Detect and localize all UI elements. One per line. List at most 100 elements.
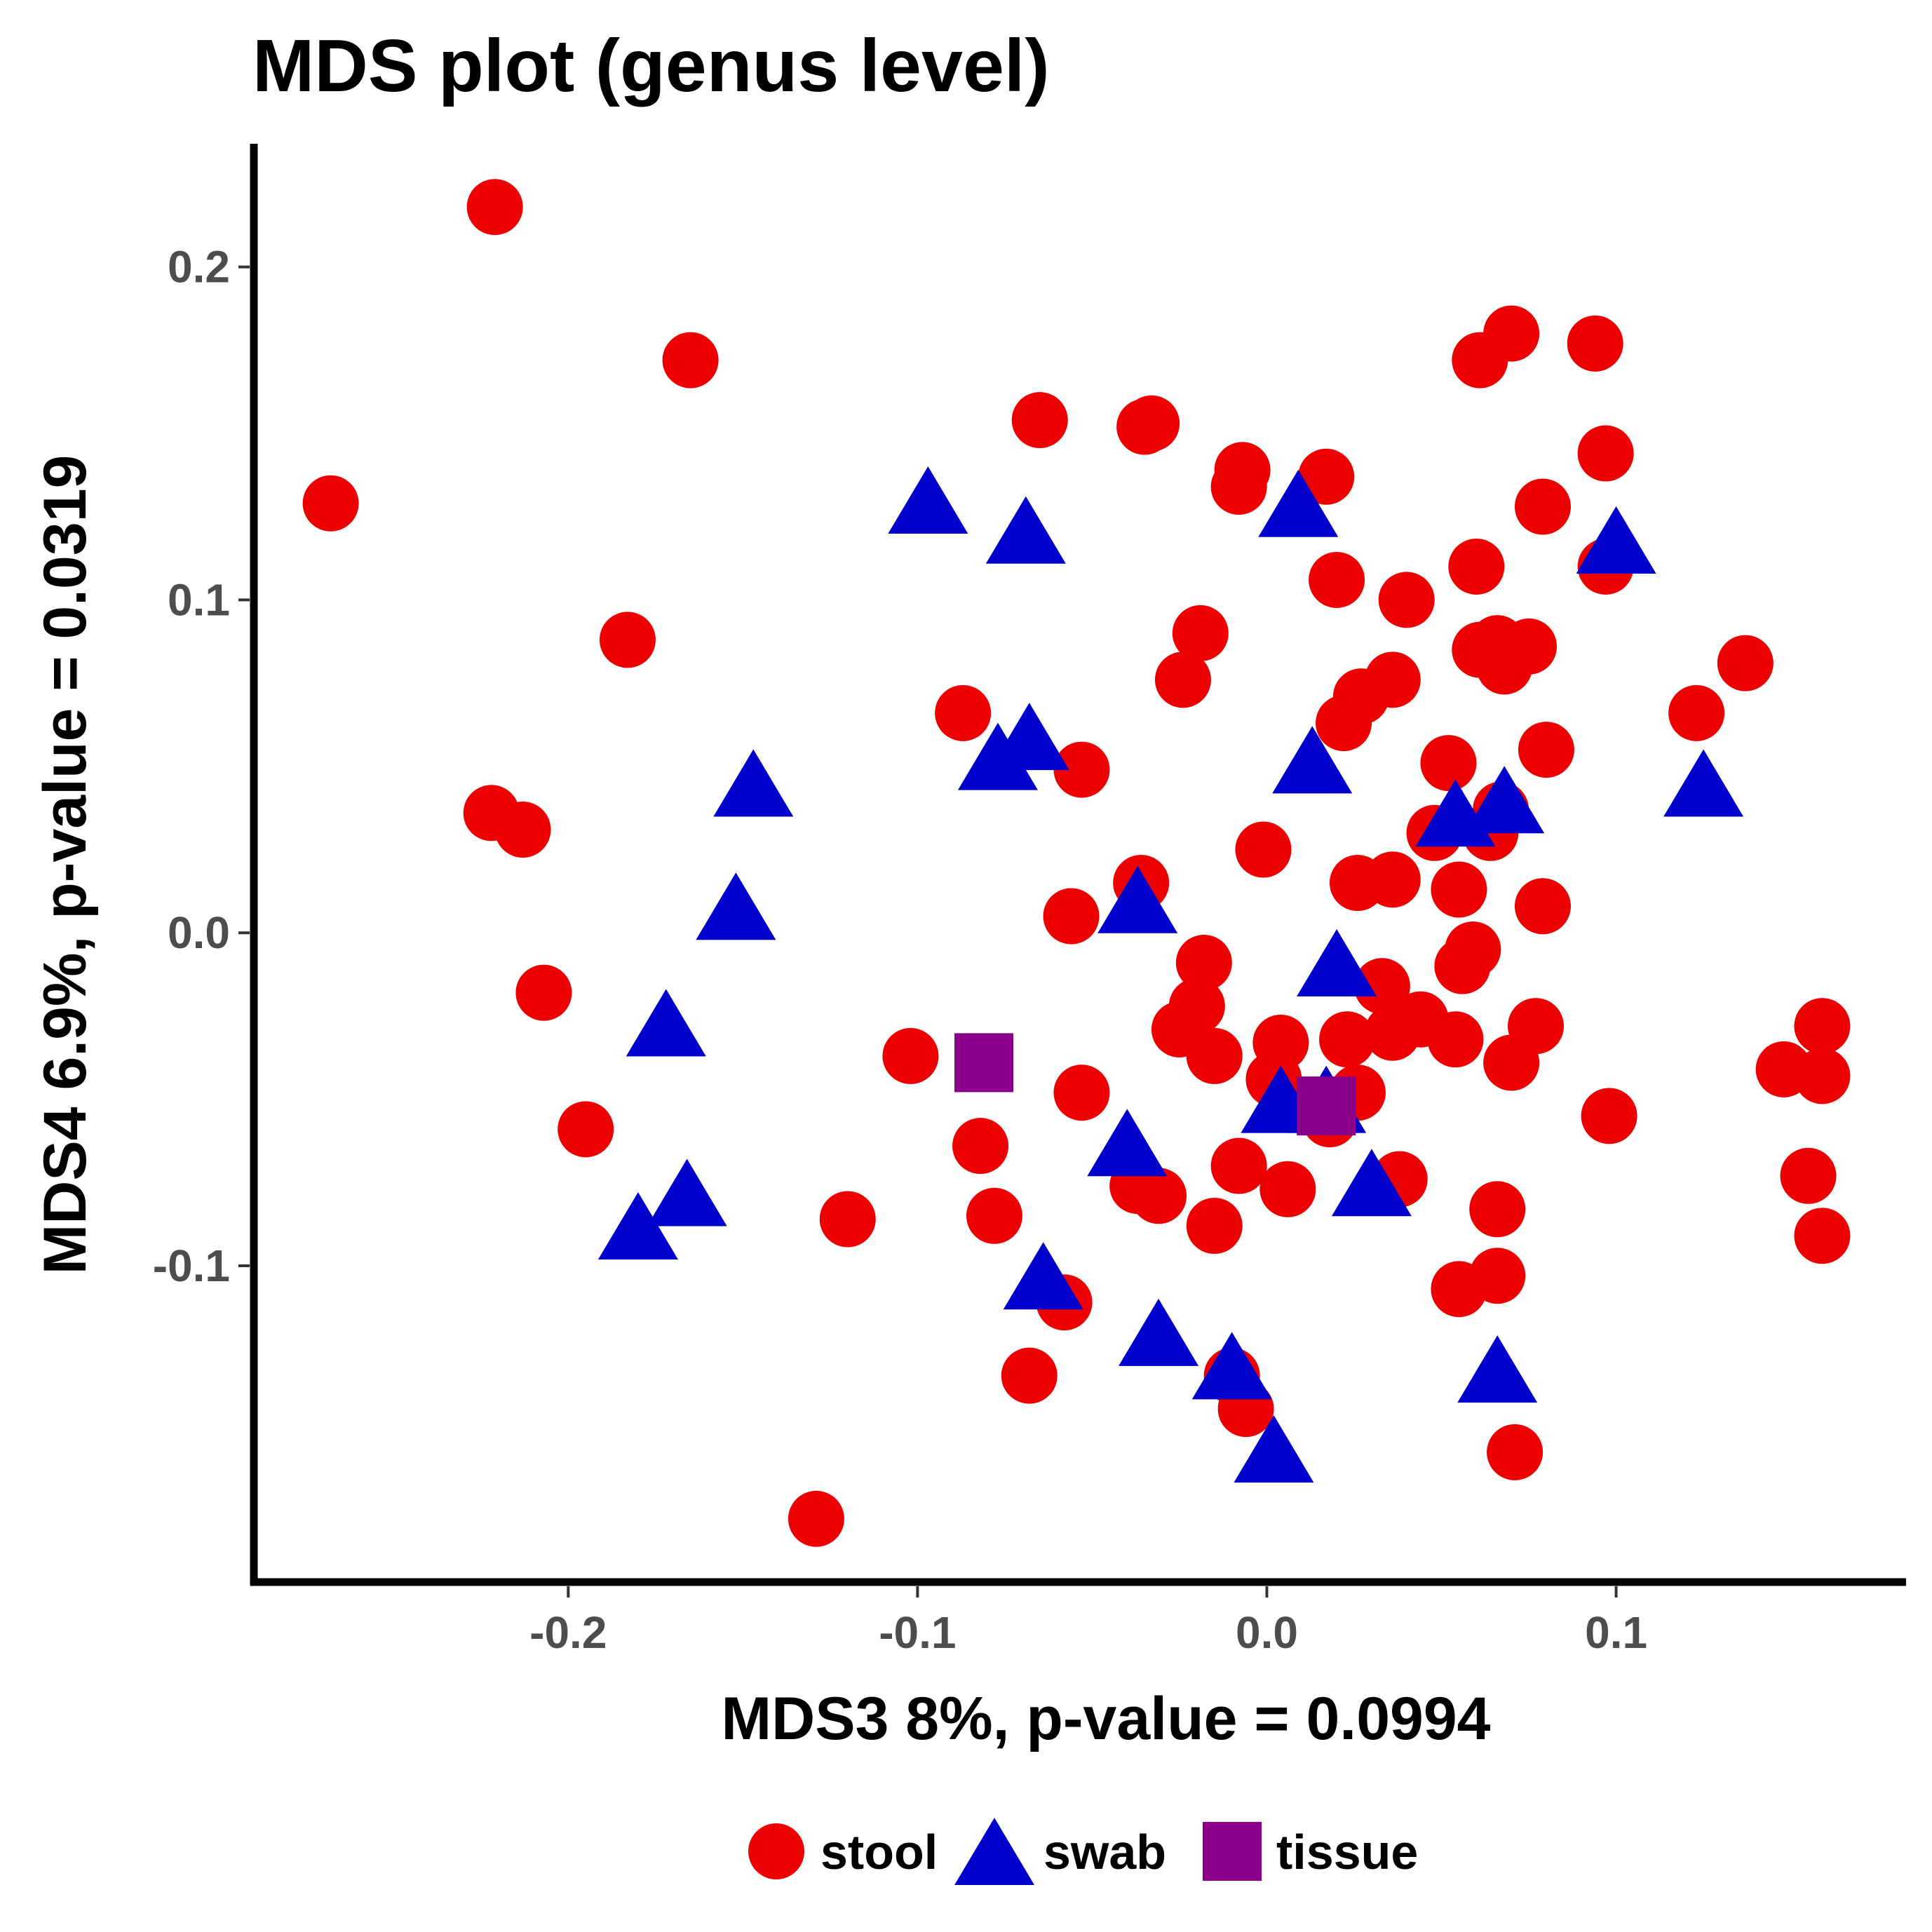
- swab-point: [696, 872, 776, 940]
- swab-point: [626, 989, 706, 1057]
- legend-label-stool: stool: [820, 1825, 938, 1879]
- stool-point: [558, 1101, 614, 1158]
- swab-point: [1663, 749, 1744, 817]
- stool-point: [1364, 851, 1421, 908]
- stool-point: [1210, 1137, 1267, 1194]
- stool-point: [1794, 998, 1851, 1055]
- stool-point: [1186, 1027, 1243, 1084]
- stool-point: [1001, 1347, 1058, 1404]
- swab-point: [985, 496, 1066, 564]
- stool-point: [1053, 741, 1110, 798]
- stool-point: [1259, 1161, 1316, 1217]
- stool-point: [1298, 448, 1355, 505]
- swab-point: [888, 466, 968, 534]
- stool-point: [1501, 618, 1558, 675]
- stool-point: [1130, 1168, 1187, 1224]
- stool-point: [1123, 395, 1180, 452]
- swab-point: [1258, 469, 1339, 537]
- stool-point: [494, 802, 551, 858]
- y-axis-ticks: 0.2 0.1 0.0 -0.1: [153, 242, 250, 1291]
- stool-point: [1577, 425, 1634, 482]
- stool-point: [1431, 861, 1487, 918]
- stool-point: [1508, 998, 1565, 1055]
- stool-point: [1053, 1065, 1110, 1121]
- tissue-point: [954, 1033, 1014, 1093]
- x-tick-label: -0.1: [879, 1607, 956, 1658]
- stool-point: [1235, 821, 1292, 878]
- stool-point: [1309, 551, 1365, 608]
- legend-label-tissue: tissue: [1276, 1825, 1418, 1879]
- swab-point: [1297, 928, 1377, 997]
- y-tick-label: -0.1: [153, 1241, 230, 1291]
- stool-point: [1364, 651, 1421, 708]
- stool-point: [882, 1027, 939, 1084]
- stool-point: [952, 1118, 1009, 1175]
- swab-point: [647, 1158, 727, 1227]
- stool-point: [1420, 735, 1477, 792]
- swab-point: [1331, 1149, 1412, 1217]
- stool-point: [788, 1490, 844, 1547]
- swab-point: [713, 749, 794, 817]
- legend-key-swab: [954, 1818, 1034, 1885]
- x-tick-label: -0.2: [529, 1607, 607, 1658]
- stool-point: [1581, 1088, 1637, 1144]
- stool-point: [599, 612, 656, 668]
- legend-key-stool: [748, 1823, 804, 1879]
- stool-point: [515, 964, 572, 1021]
- x-tick-label: 0.0: [1236, 1607, 1298, 1658]
- y-tick-label: 0.2: [168, 242, 230, 292]
- stool-point: [1186, 1197, 1243, 1254]
- stool-point: [1514, 878, 1571, 935]
- swab-point: [1234, 1415, 1314, 1483]
- stool-point: [1011, 392, 1068, 449]
- swab-point: [957, 722, 1038, 790]
- stool-point: [1175, 934, 1232, 991]
- legend: stool swab tissue: [748, 1818, 1418, 1885]
- stool-point: [1469, 1248, 1526, 1304]
- stool-point: [1043, 888, 1100, 945]
- stool-point: [302, 475, 359, 532]
- stool-point: [1514, 478, 1571, 535]
- tissue-point: [1297, 1076, 1356, 1136]
- legend-label-swab: swab: [1043, 1825, 1166, 1879]
- stool-point: [1378, 572, 1435, 628]
- stool-point: [1154, 651, 1211, 708]
- y-axis-title: MDS4 6.9%, p-value = 0.0319: [32, 455, 99, 1275]
- plot-area: [302, 179, 1851, 1547]
- stool-point: [1445, 921, 1501, 978]
- stool-point: [1518, 722, 1574, 778]
- swab-point: [1003, 1242, 1083, 1310]
- stool-point: [1448, 538, 1505, 595]
- stool-point: [1319, 1011, 1376, 1068]
- swab-point: [597, 1191, 678, 1259]
- swab-point: [1457, 1335, 1538, 1403]
- stool-point: [466, 179, 523, 236]
- swab-point: [1087, 1109, 1168, 1177]
- legend-key-tissue: [1203, 1822, 1262, 1881]
- stool-point: [1172, 604, 1229, 661]
- stool-point: [1780, 1147, 1837, 1204]
- stool-point: [819, 1191, 876, 1248]
- stool-point: [1487, 1424, 1543, 1480]
- y-tick-label: 0.1: [168, 574, 230, 625]
- swab-point: [1464, 766, 1545, 834]
- swab-point: [1119, 1298, 1199, 1366]
- stool-point: [1794, 1208, 1851, 1264]
- stool-point: [1469, 1181, 1526, 1238]
- stool-point: [662, 332, 719, 389]
- swab-point: [1272, 726, 1353, 794]
- stool-point: [1210, 459, 1267, 515]
- x-axis-title: MDS3 8%, p-value = 0.0994: [721, 1685, 1490, 1752]
- chart-title: MDS plot (genus level): [252, 25, 1050, 107]
- swab-point: [1097, 865, 1178, 933]
- stool-point: [1483, 305, 1540, 362]
- stool-point: [1717, 635, 1774, 691]
- swab-point: [1191, 1332, 1272, 1400]
- x-tick-label: 0.1: [1585, 1607, 1647, 1658]
- stool-point: [1427, 1011, 1484, 1068]
- stool-point: [1668, 684, 1725, 741]
- stool-point: [966, 1187, 1022, 1244]
- stool-point: [1567, 315, 1623, 372]
- y-tick-label: 0.0: [168, 907, 230, 958]
